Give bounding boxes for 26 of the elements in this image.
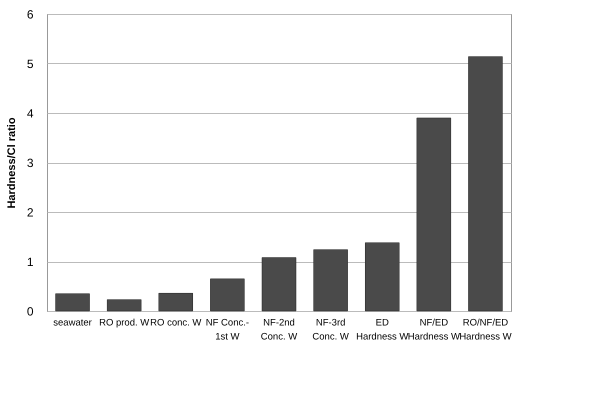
- y-tick-label: 6: [26, 8, 34, 22]
- x-tick-label: RO prod. W: [99, 318, 150, 328]
- bar: [262, 257, 296, 312]
- x-tick-label: NF-2nd Conc. W: [260, 318, 298, 342]
- y-tick-label: 0: [26, 304, 34, 318]
- bar: [106, 299, 142, 312]
- x-tick-label: RO/NF/ED Hardness W: [459, 318, 512, 342]
- bar: [158, 292, 194, 312]
- bar: [313, 249, 348, 312]
- y-tick-label: 2: [26, 206, 34, 220]
- y-tick-label: 1: [26, 255, 34, 269]
- y-tick-label: 4: [26, 106, 34, 120]
- x-tick-label: seawater: [53, 318, 92, 328]
- bar: [210, 278, 245, 312]
- x-tick-label: NF/ED Hardness W: [408, 318, 460, 342]
- x-tick-label: NF Conc.- 1st W: [206, 318, 250, 342]
- bar: [416, 118, 452, 312]
- y-tick-label: 3: [26, 156, 34, 170]
- y-tick-label: 5: [26, 57, 34, 71]
- bar: [468, 56, 503, 312]
- bar: [55, 293, 90, 312]
- x-tick-label: ED Hardness W: [356, 318, 408, 342]
- y-axis-title: Hardness/Cl ratio: [6, 117, 18, 209]
- x-tick-label: RO conc. W: [150, 318, 202, 328]
- bar: [364, 242, 400, 312]
- x-tick-label: NF-3rd Conc. W: [312, 318, 349, 342]
